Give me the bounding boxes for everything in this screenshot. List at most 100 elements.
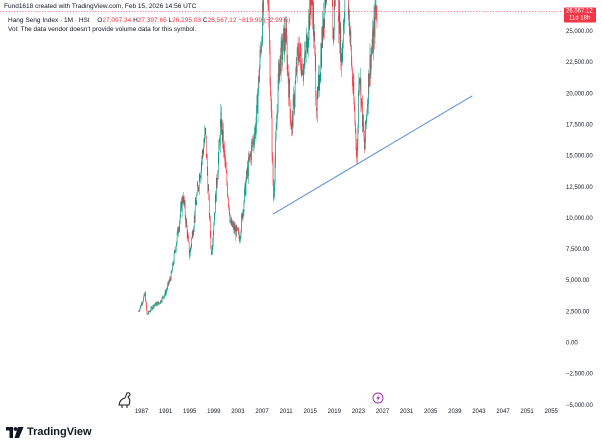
candle-body (297, 47, 298, 50)
candle-body (323, 18, 325, 26)
candle-body (224, 145, 225, 153)
candle-body (155, 302, 156, 305)
candle-body (280, 40, 282, 74)
x-tick-label: 2003 (231, 409, 245, 415)
candle-body (171, 271, 172, 273)
candle-body (162, 296, 163, 298)
candle-body (299, 43, 300, 54)
candle-body (186, 220, 187, 227)
candle-body (183, 196, 185, 205)
candle-body (274, 160, 276, 182)
candle-body (139, 307, 141, 311)
candle-body (199, 176, 201, 182)
candle-body (188, 242, 190, 254)
candle-body (223, 145, 225, 150)
candle-body (190, 244, 192, 248)
candle-body (300, 53, 301, 68)
candle-body (228, 198, 229, 205)
candle-body (143, 294, 145, 298)
candle-body (282, 33, 284, 51)
candle-body (177, 227, 179, 233)
candle-body (252, 139, 254, 144)
candle-body (373, 29, 374, 53)
candle-body (362, 114, 364, 127)
x-tick-label: 1995 (183, 409, 197, 415)
candle-body (281, 40, 282, 41)
symbol-label[interactable]: Hang Seng Index · 1M · HSI (8, 17, 90, 24)
candle-body (152, 307, 153, 310)
candle-body (169, 278, 170, 282)
candle-body (231, 219, 232, 226)
candle-body (274, 181, 275, 192)
candle-body (360, 78, 361, 85)
candle-body (289, 79, 290, 101)
candle-body (255, 125, 257, 136)
candle-body (287, 65, 288, 70)
tradingview-logo[interactable]: TradingView (6, 426, 92, 438)
candle-body (272, 154, 273, 159)
y-tick-label: −2,500.00 (566, 372, 594, 378)
candle-body (314, 35, 316, 48)
time-axis[interactable]: 1987 1991 1995 1999 2003 2007 2011 2015 2019 2023… (135, 409, 559, 415)
candle-body (242, 213, 243, 219)
low-label: L (168, 17, 173, 24)
candle-body (172, 263, 174, 265)
x-tick-label: 2007 (255, 409, 269, 415)
candle-body (210, 246, 212, 253)
candle-body (198, 188, 200, 190)
change-value: −819.99 (−2.99%) (238, 17, 291, 24)
candle-body (317, 92, 319, 94)
volume-note: Vol: The data vendor doesn't provide vol… (8, 26, 197, 33)
candle-body (353, 82, 354, 91)
candle-body (182, 198, 183, 202)
candle-body (275, 138, 276, 161)
candle-body (270, 84, 271, 97)
candle-body (168, 281, 169, 284)
candle-body (203, 141, 205, 146)
candle-body (237, 228, 238, 230)
candle-body (141, 303, 143, 305)
candle-body (212, 241, 214, 248)
candle-body (223, 129, 224, 150)
candle-body (250, 153, 252, 160)
candle-body (306, 33, 308, 52)
candle-body (207, 171, 209, 191)
candle-body (273, 184, 274, 199)
candle-body (191, 237, 193, 245)
dino-icon[interactable] (118, 392, 131, 408)
price-axis[interactable]: 25,000.00 22,500.00 20,000.00 17,500.00 15,0… (566, 29, 594, 409)
candle-body (148, 311, 149, 314)
candle-body (158, 301, 159, 304)
candle-body (254, 127, 256, 136)
candle-body (309, 0, 311, 7)
candle-body (172, 263, 173, 271)
candle-body (154, 304, 155, 306)
candle-body (279, 64, 280, 81)
candle-body (185, 216, 186, 225)
candle-body (256, 105, 257, 126)
candle-body (308, 15, 309, 41)
trendlines[interactable] (272, 0, 473, 215)
candle-body (296, 66, 297, 72)
candle-body (257, 92, 259, 114)
candle-body (312, 7, 314, 24)
lightning-icon[interactable] (372, 392, 384, 404)
candle-body (213, 225, 215, 232)
candle-body (139, 310, 140, 311)
candle-body (251, 142, 253, 145)
candle-body (217, 173, 219, 180)
candle-body (270, 96, 272, 102)
candle-body (206, 156, 208, 158)
candle-body (271, 117, 273, 155)
candle-body (149, 311, 151, 312)
candle-body (142, 300, 144, 303)
candle-body (239, 235, 240, 241)
candle-body (365, 120, 366, 143)
candle-body (307, 47, 308, 52)
candle-body (317, 80, 319, 93)
candle-body (363, 114, 364, 130)
candle-body (352, 69, 353, 83)
x-tick-label: 1991 (159, 409, 173, 415)
candle-body (164, 291, 166, 295)
